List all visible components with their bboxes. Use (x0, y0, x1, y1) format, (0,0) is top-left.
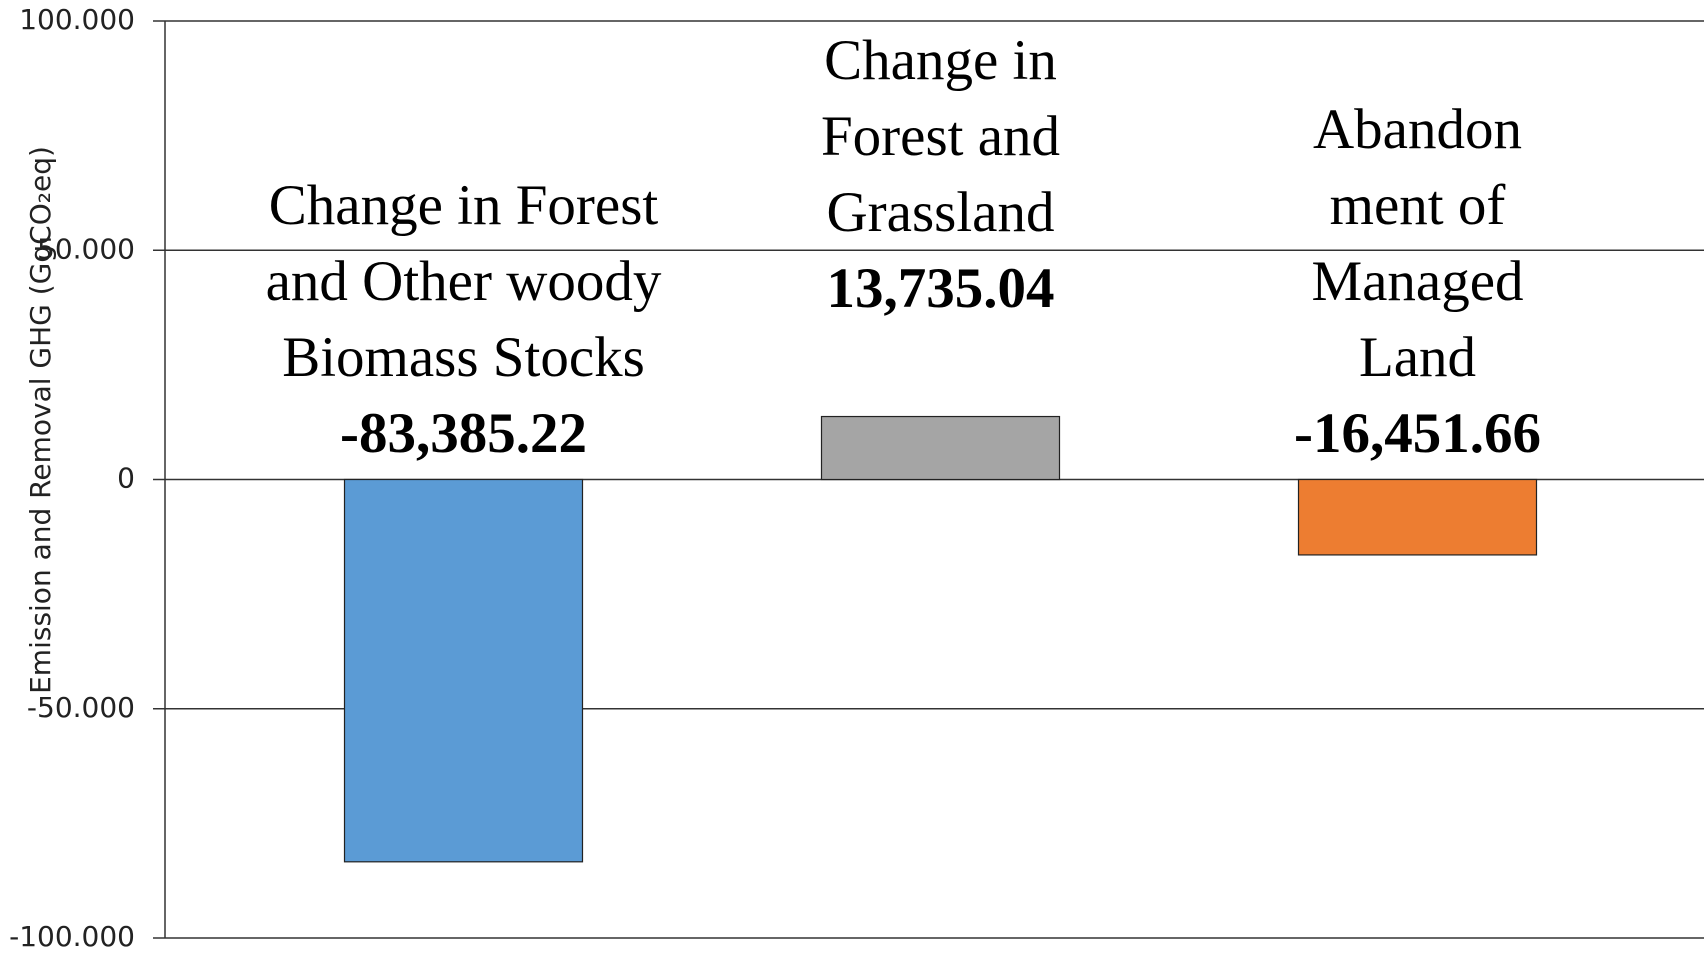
bar (1297, 478, 1538, 556)
bar (343, 478, 584, 863)
y-tick-label: -50.000 (27, 691, 135, 724)
category-label: Change in Forest and Other woody Biomass… (244, 168, 684, 472)
category-name: Abandonment of Managed Land (1311, 97, 1524, 389)
category-name: Change in Forest and Other woody Biomass… (265, 173, 662, 389)
value-label: -83,385.22 (340, 401, 587, 465)
value-label: -16,451.66 (1294, 401, 1541, 465)
category-name: Change in Forest and Grassland (820, 28, 1061, 244)
y-axis-title: Emission and Removal GHG (GgCO₂eq) (24, 146, 57, 694)
category-label: Abandonment of Managed Land -16,451.66 (1293, 92, 1543, 472)
y-tick-label: 0 (117, 462, 135, 495)
y-tick-label: 50.000 (37, 232, 135, 265)
bar (820, 415, 1061, 481)
y-tick-label: 100.000 (19, 3, 135, 36)
value-label: 13,735.04 (826, 256, 1055, 320)
category-label: Change in Forest and Grassland 13,735.04 (801, 23, 1081, 327)
y-tick-label: -100.000 (9, 920, 135, 953)
